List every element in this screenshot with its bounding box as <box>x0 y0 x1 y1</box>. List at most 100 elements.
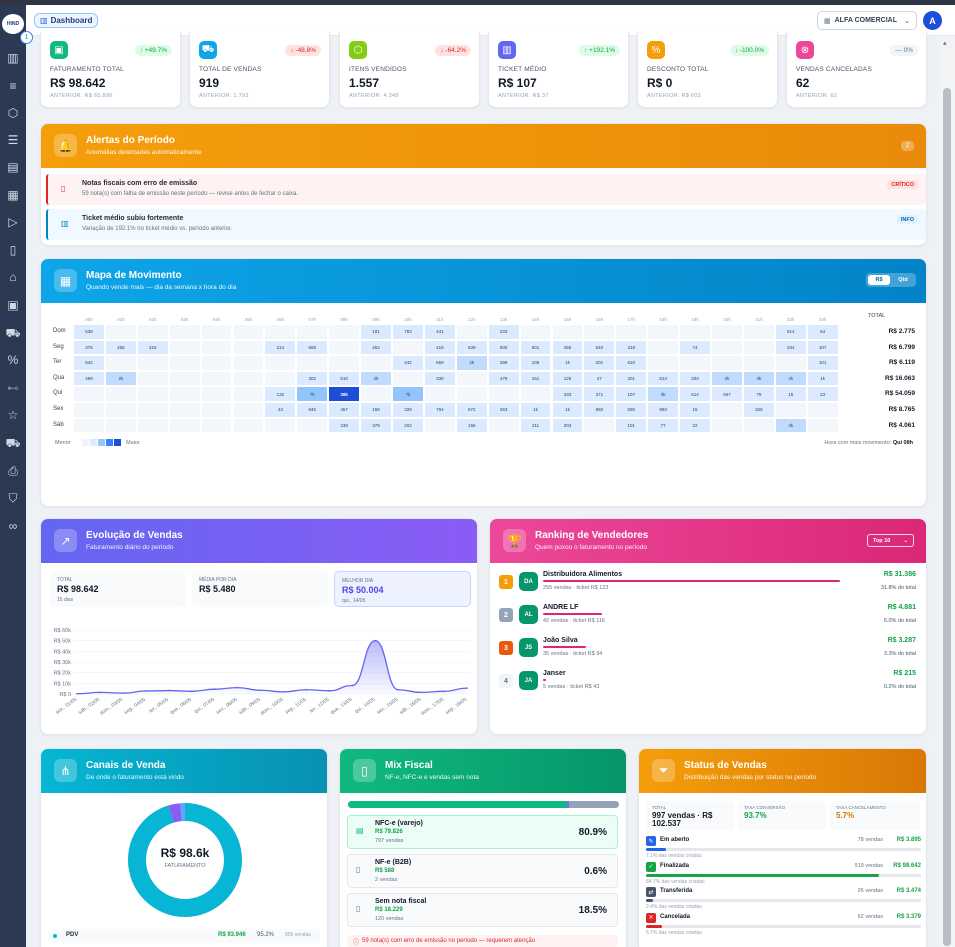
heatmap-cell[interactable] <box>455 386 488 402</box>
heatmap-cell[interactable]: 376 <box>73 339 105 356</box>
scroll-up-arrow[interactable]: ▴ <box>943 40 947 47</box>
heatmap-cell[interactable] <box>104 355 137 371</box>
heatmap-cell[interactable]: 371 <box>583 386 616 402</box>
heatmap-cell[interactable]: 151 <box>519 370 552 387</box>
heatmap-cell[interactable]: 667 <box>711 386 743 402</box>
heatmap-cell[interactable]: 2k <box>711 370 743 387</box>
brand-logo[interactable]: HIND <box>2 14 24 34</box>
kpi-card[interactable]: ▣ ↑ +49.7% FATURAMENTO TOTAL R$ 98.642 A… <box>40 31 181 108</box>
kpi-card[interactable]: ⛟ ↓ -48.8% TOTAL DE VENDAS 919 ANTERIOR:… <box>189 31 330 108</box>
heatmap-cell[interactable]: 125 <box>551 370 584 387</box>
heatmap-cell[interactable] <box>392 339 424 356</box>
heatmap-cell[interactable]: 201 <box>615 370 648 387</box>
heatmap-cell[interactable]: 101 <box>615 417 648 434</box>
alert-info[interactable]: ▥ Ticket médio subiu fortemente Variação… <box>46 209 926 240</box>
heatmap-cell[interactable]: 211 <box>519 417 552 434</box>
heatmap-cell[interactable]: 668 <box>296 339 329 356</box>
heatmap-cell[interactable]: 23 <box>806 386 839 402</box>
heatmap-cell[interactable] <box>583 417 616 434</box>
cash-icon[interactable]: ▣ <box>7 298 19 312</box>
heatmap-cell[interactable] <box>711 417 743 434</box>
status-row[interactable]: ✓ Finalizada 919 vendas R$ 98.642 84.7% … <box>646 861 921 886</box>
heatmap-cell[interactable] <box>423 417 456 434</box>
heatmap-cell[interactable]: 1k <box>806 370 839 387</box>
heatmap-cell[interactable] <box>136 417 169 434</box>
heatmap-cell[interactable]: 233 <box>487 324 520 340</box>
company-selector[interactable]: ▦ ALFA COMERCIAL ⌄ <box>817 11 917 30</box>
heatmap-cell[interactable] <box>73 402 105 418</box>
dashboard-breadcrumb[interactable]: ▥ Dashboard <box>34 13 99 28</box>
heatmap-cell[interactable] <box>711 339 743 356</box>
heatmap-cell[interactable]: 101 <box>806 355 839 371</box>
heatmap-cell[interactable]: 43 <box>264 402 297 418</box>
heatmap-cell[interactable] <box>168 417 201 434</box>
heatmap-cell[interactable] <box>168 402 201 418</box>
heatmap-cell[interactable] <box>200 417 233 434</box>
heatmap-cell[interactable]: 2k <box>104 370 137 387</box>
heatmap-cell[interactable]: 639 <box>455 339 488 356</box>
heatmap-cell[interactable] <box>774 355 807 371</box>
heatmap-cell[interactable] <box>711 355 743 371</box>
kpi-card[interactable]: ⊗ — 0% VENDAS CANCELADAS 62 ANTERIOR: 62 <box>786 31 927 108</box>
menu-icon[interactable]: ≡ <box>9 79 17 93</box>
heatmap-cell[interactable]: 1k <box>519 402 552 418</box>
heatmap-cell[interactable] <box>647 355 680 371</box>
heatmap-cell[interactable] <box>296 355 329 371</box>
heatmap-cell[interactable]: 325 <box>742 402 775 418</box>
heatmap-cell[interactable] <box>136 355 169 371</box>
status-row[interactable]: ✎ Em aberto 78 vendas R$ 3.895 7.1% das … <box>646 836 921 860</box>
sidebar-badge[interactable]: 1 <box>20 31 33 44</box>
heatmap-cell[interactable]: 441 <box>423 324 456 340</box>
toggle-currency[interactable]: R$ <box>868 275 890 285</box>
heatmap-cell[interactable] <box>200 402 233 418</box>
top-select[interactable]: Top 10 ⌄ <box>867 534 914 547</box>
heatmap-cell[interactable] <box>136 324 169 340</box>
heatmap-cell[interactable]: 7k <box>296 386 329 402</box>
toggle-quantity[interactable]: Qtd <box>898 277 908 283</box>
tag-icon[interactable]: ▷ <box>8 215 18 229</box>
heatmap-cell[interactable] <box>328 355 361 371</box>
heatmap-cell[interactable]: 333 <box>551 386 584 402</box>
heatmap-cell[interactable] <box>328 324 361 340</box>
heatmap-cell[interactable]: 672 <box>455 402 488 418</box>
heatmap-cell[interactable] <box>264 370 297 387</box>
heatmap-cell[interactable]: 79 <box>742 386 775 402</box>
heatmap-cell[interactable]: 242 <box>392 355 424 371</box>
heatmap-cell[interactable]: 238 <box>328 417 361 434</box>
heatmap-cell[interactable]: 845 <box>296 402 329 418</box>
heatmap-cell[interactable]: 302 <box>296 370 329 387</box>
heatmap-cell[interactable]: 7k <box>392 386 424 402</box>
heatmap-cell[interactable]: 538 <box>73 324 105 340</box>
list-icon[interactable]: ☰ <box>7 133 19 147</box>
heatmap-cell[interactable] <box>487 386 520 402</box>
heatmap-cell[interactable]: 659 <box>423 355 456 371</box>
heatmap-cell[interactable] <box>168 370 201 387</box>
heatmap-cell[interactable]: 106 <box>519 355 552 371</box>
heatmap-cell[interactable] <box>328 339 361 356</box>
heatmap-cell[interactable] <box>232 339 265 356</box>
heatmap-cell[interactable] <box>104 324 137 340</box>
kpi-card[interactable]: ▥ ↑ +192.1% TICKET MÉDIO R$ 107 ANTERIOR… <box>488 31 629 108</box>
heatmap-cell[interactable]: 15 <box>774 386 807 402</box>
heatmap-cell[interactable] <box>200 339 233 356</box>
heatmap-cell[interactable]: 1k <box>551 402 584 418</box>
heatmap-cell[interactable]: 329 <box>392 402 424 418</box>
heatmap-cell[interactable] <box>742 417 775 434</box>
heatmap-cell[interactable] <box>232 402 265 418</box>
heatmap-cell[interactable] <box>551 324 584 340</box>
fiscal-mix-item[interactable]: ▯ Sem nota fiscal R$ 18.229 120 vendas 1… <box>347 893 618 927</box>
kpi-card[interactable]: ⬡ ↓ -64.2% ITENS VENDIDOS 1.557 ANTERIOR… <box>339 31 480 108</box>
heatmap-cell[interactable] <box>647 339 680 356</box>
heatmap-cell[interactable] <box>136 386 169 402</box>
heatmap-cell[interactable]: 510 <box>328 370 361 387</box>
heatmap-cell[interactable]: 500 <box>487 339 520 356</box>
heatmap-cell[interactable] <box>711 324 743 340</box>
heatmap-cell[interactable]: 465 <box>104 339 137 356</box>
heatmap-cell[interactable]: 15 <box>679 402 711 418</box>
heatmap-cell[interactable]: 2k <box>360 370 392 387</box>
heatmap-cell[interactable] <box>168 324 201 340</box>
heatmap-cell[interactable]: 156 <box>455 417 488 434</box>
fiscal-warning[interactable]: ⓘ 59 nota(s) com erro de emissão no perí… <box>347 935 618 947</box>
seller-row[interactable]: 1 DA Distribuidora Alimentos 255 vendas … <box>499 570 916 596</box>
heatmap-cell[interactable]: 614 <box>774 324 807 340</box>
